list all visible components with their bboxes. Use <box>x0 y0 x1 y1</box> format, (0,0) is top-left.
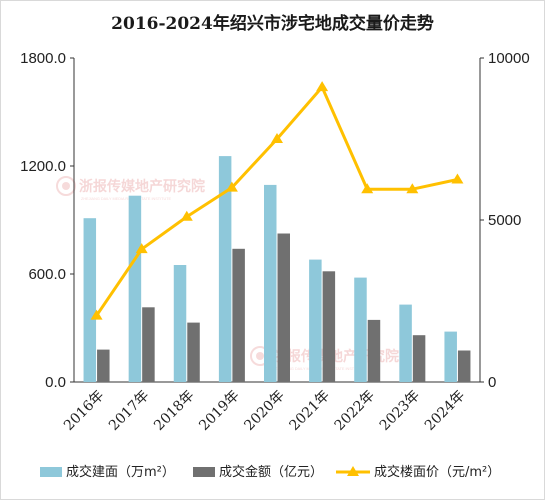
watermark-text: 浙报传媒地产研究院 <box>79 178 205 195</box>
price-point <box>271 133 283 143</box>
bar-amount <box>97 349 110 382</box>
bar-amount <box>457 350 471 382</box>
legend-label-price: 成交楼面价（元/m²） <box>374 464 500 480</box>
price-point <box>180 210 193 221</box>
price-point <box>451 173 464 184</box>
legend-swatch-area <box>40 467 62 477</box>
x-tick-label: 2016年 <box>61 388 107 434</box>
right-y-tick-label: 5000 <box>488 212 521 229</box>
legend-label-amount: 成交金额（亿元） <box>219 464 323 480</box>
bars-group <box>83 156 471 382</box>
x-tick-label: 2021年 <box>287 388 333 434</box>
x-tick-label: 2017年 <box>106 388 152 434</box>
x-tick-label: 2020年 <box>241 388 287 434</box>
x-tick-label: 2018年 <box>151 388 197 434</box>
left-y-tick-label: 1200.0 <box>20 158 66 175</box>
watermark-top: 浙报传媒地产研究院 ZHEJIANG DAILY MEDIA REAL ESTA… <box>56 176 205 201</box>
legend: 成交建面（万m²） 成交金额（亿元） 成交楼面价（元/m²） <box>40 464 500 480</box>
price-line <box>95 85 458 317</box>
watermark-subtext: ZHEJIANG DAILY MEDIA REAL ESTATE INSTITU… <box>81 197 172 201</box>
legend-label-area: 成交建面（万m²） <box>66 464 175 480</box>
legend-swatch-price-marker <box>347 466 359 476</box>
bar-area <box>399 304 412 382</box>
legend-item-amount: 成交金额（亿元） <box>193 464 323 480</box>
bar-area <box>444 331 457 382</box>
x-tick-label: 2024年 <box>422 388 468 434</box>
price-point <box>316 81 329 92</box>
price-point <box>225 181 238 192</box>
right-y-tick-label: 0 <box>488 374 496 391</box>
axes: 0.0 600.0 1200.0 1800.0 0 5000 10000 <box>20 50 530 391</box>
left-y-tick-label: 1800.0 <box>20 50 66 67</box>
legend-item-price: 成交楼面价（元/m²） <box>336 464 500 480</box>
watermark-text: 浙报传媒地产研究院 <box>273 348 399 365</box>
bar-area <box>218 156 232 382</box>
chart-title: 2016-2024年绍兴市涉宅地成交量价走势 <box>111 14 434 34</box>
legend-item-area: 成交建面（万m²） <box>40 464 175 480</box>
price-point <box>90 309 103 320</box>
left-y-tick-label: 600.0 <box>28 266 66 283</box>
left-y-tick-label: 0.0 <box>45 374 66 391</box>
bar-amount <box>142 307 155 382</box>
price-point <box>406 183 419 194</box>
bar-area <box>173 265 187 382</box>
bar-area <box>264 184 277 382</box>
x-tick-label: 2019年 <box>196 388 242 434</box>
bar-area <box>309 259 322 382</box>
x-tick-label: 2022年 <box>332 388 378 434</box>
price-point <box>361 183 374 194</box>
price-point <box>135 243 148 254</box>
bar-amount <box>187 322 200 382</box>
legend-swatch-amount <box>193 467 215 477</box>
bar-amount <box>412 335 426 382</box>
bar-amount <box>277 233 290 382</box>
watermark-bottom: 浙报传媒地产研究院 ZHEJIANG DAILY MEDIA REAL ESTA… <box>250 346 399 371</box>
bar-area <box>83 218 97 382</box>
bar-area <box>128 195 142 382</box>
bar-amount <box>367 319 381 382</box>
x-tick-labels: 2016年2017年2018年2019年2020年2021年2022年2023年… <box>61 388 468 434</box>
x-tick-label: 2023年 <box>377 388 423 434</box>
bar-amount <box>322 271 336 382</box>
right-y-tick-label: 10000 <box>488 50 530 67</box>
bar-amount <box>232 248 245 382</box>
price-line-group <box>90 81 464 320</box>
bar-area <box>354 277 367 382</box>
